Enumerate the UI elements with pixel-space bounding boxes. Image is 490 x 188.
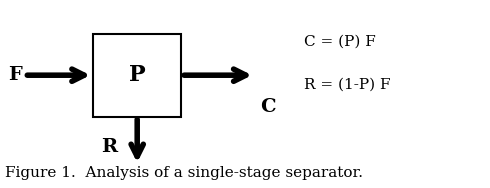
Text: F: F <box>8 66 22 84</box>
Text: C: C <box>260 98 275 116</box>
Text: R = (1-P) F: R = (1-P) F <box>304 78 391 92</box>
Text: C = (P) F: C = (P) F <box>304 34 375 48</box>
Text: R: R <box>101 138 118 156</box>
Text: P: P <box>129 64 146 86</box>
Bar <box>93 34 181 117</box>
Text: Figure 1.  Analysis of a single-stage separator.: Figure 1. Analysis of a single-stage sep… <box>5 167 363 180</box>
